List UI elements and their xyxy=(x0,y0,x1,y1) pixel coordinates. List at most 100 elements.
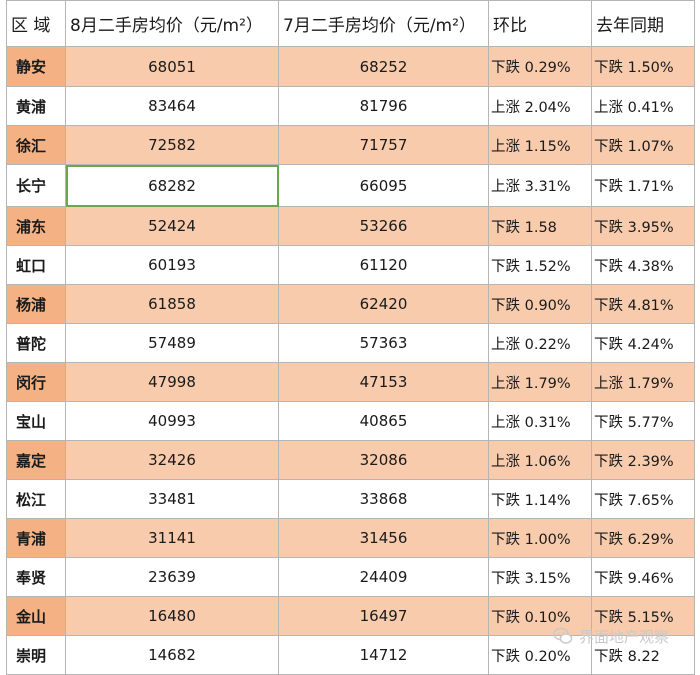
header-jul-price: 7月二手房均价（元/m²） xyxy=(278,0,489,47)
jul-price-cell[interactable]: 57363 xyxy=(278,323,489,363)
mom-change-cell[interactable]: 上涨 1.06% xyxy=(488,440,592,480)
yoy-change-cell[interactable]: 下跌 7.65% xyxy=(591,479,695,519)
yoy-change-cell[interactable]: 下跌 3.95% xyxy=(591,206,695,246)
district-cell[interactable]: 奉贤 xyxy=(6,557,66,597)
aug-price-cell[interactable]: 14682 xyxy=(65,635,279,675)
district-cell[interactable]: 闵行 xyxy=(6,362,66,402)
jul-price-cell[interactable]: 31456 xyxy=(278,518,489,558)
table-row: 闵行 47998 47153 上涨 1.79% 上涨 1.79% xyxy=(6,362,695,402)
mom-change-cell[interactable]: 下跌 0.20% xyxy=(488,635,592,675)
mom-change-cell[interactable]: 下跌 1.00% xyxy=(488,518,592,558)
aug-price-cell[interactable]: 68282 xyxy=(65,164,279,207)
aug-price-cell[interactable]: 33481 xyxy=(65,479,279,519)
price-table: 区 域 8月二手房均价（元/m²） 7月二手房均价（元/m²） 环比 去年同期 … xyxy=(6,0,695,675)
aug-price-cell[interactable]: 40993 xyxy=(65,401,279,441)
district-cell[interactable]: 静安 xyxy=(6,46,66,87)
aug-price-cell[interactable]: 72582 xyxy=(65,125,279,165)
yoy-change-cell[interactable]: 下跌 5.77% xyxy=(591,401,695,441)
yoy-change-cell[interactable]: 下跌 1.50% xyxy=(591,46,695,87)
table-row: 浦东 52424 53266 下跌 1.58 下跌 3.95% xyxy=(6,206,695,246)
table-row: 徐汇 72582 71757 上涨 1.15% 下跌 1.07% xyxy=(6,125,695,165)
aug-price-cell[interactable]: 31141 xyxy=(65,518,279,558)
district-cell[interactable]: 黄浦 xyxy=(6,86,66,126)
aug-price-cell[interactable]: 61858 xyxy=(65,284,279,324)
aug-price-cell[interactable]: 83464 xyxy=(65,86,279,126)
jul-price-cell[interactable]: 62420 xyxy=(278,284,489,324)
table-row: 金山 16480 16497 下跌 0.10% 下跌 5.15% xyxy=(6,596,695,636)
yoy-change-cell[interactable]: 下跌 9.46% xyxy=(591,557,695,597)
mom-change-cell[interactable]: 上涨 1.15% xyxy=(488,125,592,165)
jul-price-cell[interactable]: 71757 xyxy=(278,125,489,165)
district-cell[interactable]: 金山 xyxy=(6,596,66,636)
table-row: 长宁 68282 66095 上涨 3.31% 下跌 1.71% xyxy=(6,164,695,207)
mom-change-cell[interactable]: 上涨 0.22% xyxy=(488,323,592,363)
mom-change-cell[interactable]: 上涨 0.31% xyxy=(488,401,592,441)
jul-price-cell[interactable]: 32086 xyxy=(278,440,489,480)
table-row: 虹口 60193 61120 下跌 1.52% 下跌 4.38% xyxy=(6,245,695,285)
yoy-change-cell[interactable]: 下跌 4.24% xyxy=(591,323,695,363)
jul-price-cell[interactable]: 24409 xyxy=(278,557,489,597)
mom-change-cell[interactable]: 上涨 1.79% xyxy=(488,362,592,402)
district-cell[interactable]: 嘉定 xyxy=(6,440,66,480)
header-mom: 环比 xyxy=(488,0,592,47)
mom-change-cell[interactable]: 下跌 0.10% xyxy=(488,596,592,636)
district-cell[interactable]: 青浦 xyxy=(6,518,66,558)
district-cell[interactable]: 长宁 xyxy=(6,164,66,207)
mom-change-cell[interactable]: 下跌 0.90% xyxy=(488,284,592,324)
table-row: 奉贤 23639 24409 下跌 3.15% 下跌 9.46% xyxy=(6,557,695,597)
district-cell[interactable]: 杨浦 xyxy=(6,284,66,324)
header-district: 区 域 xyxy=(6,0,66,47)
yoy-change-cell[interactable]: 下跌 2.39% xyxy=(591,440,695,480)
mom-change-cell[interactable]: 下跌 1.52% xyxy=(488,245,592,285)
header-row: 区 域 8月二手房均价（元/m²） 7月二手房均价（元/m²） 环比 去年同期 xyxy=(6,0,695,47)
watermark-text: 界面地产观察 xyxy=(579,627,670,646)
district-cell[interactable]: 崇明 xyxy=(6,635,66,675)
jul-price-cell[interactable]: 47153 xyxy=(278,362,489,402)
district-cell[interactable]: 松江 xyxy=(6,479,66,519)
mom-change-cell[interactable]: 上涨 2.04% xyxy=(488,86,592,126)
jul-price-cell[interactable]: 81796 xyxy=(278,86,489,126)
aug-price-cell[interactable]: 32426 xyxy=(65,440,279,480)
jul-price-cell[interactable]: 66095 xyxy=(278,164,489,207)
jul-price-cell[interactable]: 68252 xyxy=(278,46,489,87)
table-row: 松江 33481 33868 下跌 1.14% 下跌 7.65% xyxy=(6,479,695,519)
mom-change-cell[interactable]: 下跌 1.14% xyxy=(488,479,592,519)
table-row: 普陀 57489 57363 上涨 0.22% 下跌 4.24% xyxy=(6,323,695,363)
table-row: 静安 68051 68252 下跌 0.29% 下跌 1.50% xyxy=(6,46,695,87)
district-cell[interactable]: 虹口 xyxy=(6,245,66,285)
aug-price-cell[interactable]: 47998 xyxy=(65,362,279,402)
aug-price-cell[interactable]: 57489 xyxy=(65,323,279,363)
yoy-change-cell[interactable]: 下跌 5.15% xyxy=(591,596,695,636)
table-row: 崇明 14682 14712 下跌 0.20% 下跌 8.22 xyxy=(6,635,695,675)
yoy-change-cell[interactable]: 下跌 6.29% xyxy=(591,518,695,558)
jul-price-cell[interactable]: 33868 xyxy=(278,479,489,519)
jul-price-cell[interactable]: 53266 xyxy=(278,206,489,246)
yoy-change-cell[interactable]: 下跌 4.81% xyxy=(591,284,695,324)
district-cell[interactable]: 宝山 xyxy=(6,401,66,441)
aug-price-cell[interactable]: 23639 xyxy=(65,557,279,597)
jul-price-cell[interactable]: 16497 xyxy=(278,596,489,636)
yoy-change-cell[interactable]: 上涨 1.79% xyxy=(591,362,695,402)
mom-change-cell[interactable]: 上涨 3.31% xyxy=(488,164,592,207)
jul-price-cell[interactable]: 40865 xyxy=(278,401,489,441)
district-cell[interactable]: 浦东 xyxy=(6,206,66,246)
yoy-change-cell[interactable]: 下跌 4.38% xyxy=(591,245,695,285)
mom-change-cell[interactable]: 下跌 1.58 xyxy=(488,206,592,246)
aug-price-cell[interactable]: 68051 xyxy=(65,46,279,87)
jul-price-cell[interactable]: 61120 xyxy=(278,245,489,285)
table-row: 杨浦 61858 62420 下跌 0.90% 下跌 4.81% xyxy=(6,284,695,324)
watermark: 界面地产观察 xyxy=(553,624,669,648)
mom-change-cell[interactable]: 下跌 3.15% xyxy=(488,557,592,597)
district-cell[interactable]: 徐汇 xyxy=(6,125,66,165)
yoy-change-cell[interactable]: 下跌 1.07% xyxy=(591,125,695,165)
mom-change-cell[interactable]: 下跌 0.29% xyxy=(488,46,592,87)
aug-price-cell[interactable]: 60193 xyxy=(65,245,279,285)
wechat-icon xyxy=(553,627,573,644)
district-cell[interactable]: 普陀 xyxy=(6,323,66,363)
jul-price-cell[interactable]: 14712 xyxy=(278,635,489,675)
yoy-change-cell[interactable]: 下跌 8.22 xyxy=(591,635,695,675)
yoy-change-cell[interactable]: 下跌 1.71% xyxy=(591,164,695,207)
yoy-change-cell[interactable]: 上涨 0.41% xyxy=(591,86,695,126)
aug-price-cell[interactable]: 52424 xyxy=(65,206,279,246)
aug-price-cell[interactable]: 16480 xyxy=(65,596,279,636)
